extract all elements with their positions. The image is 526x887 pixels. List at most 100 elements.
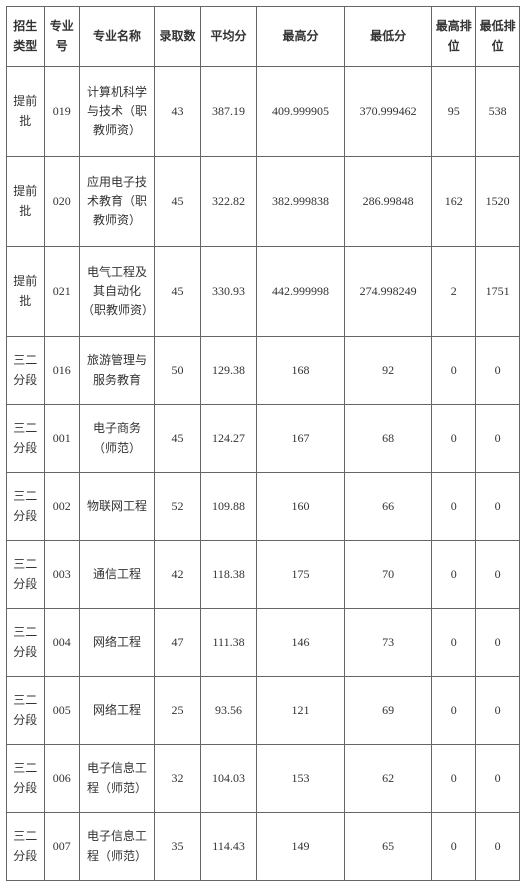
table-cell: 0 (432, 677, 476, 745)
table-cell: 网络工程 (79, 677, 154, 745)
table-row: 三二分段001电子商务（师范）45124.271676800 (7, 405, 520, 473)
table-cell: 286.99848 (344, 157, 432, 247)
table-cell: 三二分段 (7, 473, 45, 541)
table-cell: 016 (44, 337, 79, 405)
table-cell: 三二分段 (7, 609, 45, 677)
table-cell: 160 (257, 473, 345, 541)
table-row: 三二分段016旅游管理与服务教育50129.381689200 (7, 337, 520, 405)
table-cell: 计算机科学与技术（职教师资） (79, 67, 154, 157)
table-cell: 167 (257, 405, 345, 473)
table-cell: 电子信息工程（师范） (79, 813, 154, 881)
table-cell: 005 (44, 677, 79, 745)
table-cell: 应用电子技术教育（职教师资） (79, 157, 154, 247)
table-cell: 66 (344, 473, 432, 541)
table-cell: 121 (257, 677, 345, 745)
table-cell: 387.19 (200, 67, 256, 157)
table-cell: 70 (344, 541, 432, 609)
table-cell: 021 (44, 247, 79, 337)
table-row: 三二分段002物联网工程52109.881606600 (7, 473, 520, 541)
table-cell: 52 (155, 473, 201, 541)
table-cell: 电子信息工程（师范） (79, 745, 154, 813)
header-cell: 录取数 (155, 7, 201, 67)
table-cell: 0 (476, 677, 520, 745)
table-cell: 002 (44, 473, 79, 541)
table-cell: 0 (432, 609, 476, 677)
table-row: 提前批020应用电子技术教育（职教师资）45322.82382.99983828… (7, 157, 520, 247)
table-row: 三二分段005网络工程2593.561216900 (7, 677, 520, 745)
table-cell: 三二分段 (7, 745, 45, 813)
table-cell: 0 (476, 813, 520, 881)
table-cell: 三二分段 (7, 337, 45, 405)
table-cell: 111.38 (200, 609, 256, 677)
table-cell: 93.56 (200, 677, 256, 745)
table-cell: 020 (44, 157, 79, 247)
table-cell: 35 (155, 813, 201, 881)
table-cell: 三二分段 (7, 813, 45, 881)
table-head: 招生类型专业号专业名称录取数平均分最高分最低分最高排位最低排位 (7, 7, 520, 67)
table-cell: 三二分段 (7, 541, 45, 609)
table-cell: 0 (432, 405, 476, 473)
table-cell: 50 (155, 337, 201, 405)
table-cell: 0 (476, 405, 520, 473)
table-cell: 43 (155, 67, 201, 157)
table-cell: 提前批 (7, 247, 45, 337)
table-cell: 92 (344, 337, 432, 405)
table-cell: 1751 (476, 247, 520, 337)
table-cell: 0 (476, 337, 520, 405)
table-row: 三二分段007电子信息工程（师范）35114.431496500 (7, 813, 520, 881)
header-cell: 平均分 (200, 7, 256, 67)
header-row: 招生类型专业号专业名称录取数平均分最高分最低分最高排位最低排位 (7, 7, 520, 67)
table-cell: 104.03 (200, 745, 256, 813)
table-cell: 370.999462 (344, 67, 432, 157)
table-cell: 330.93 (200, 247, 256, 337)
header-cell: 专业号 (44, 7, 79, 67)
table-cell: 提前批 (7, 67, 45, 157)
table-cell: 0 (432, 813, 476, 881)
table-cell: 2 (432, 247, 476, 337)
table-cell: 通信工程 (79, 541, 154, 609)
table-cell: 322.82 (200, 157, 256, 247)
header-cell: 最低分 (344, 7, 432, 67)
table-cell: 0 (476, 473, 520, 541)
table-cell: 69 (344, 677, 432, 745)
table-cell: 129.38 (200, 337, 256, 405)
table-cell: 019 (44, 67, 79, 157)
table-cell: 0 (476, 745, 520, 813)
header-cell: 专业名称 (79, 7, 154, 67)
table-cell: 45 (155, 405, 201, 473)
table-row: 三二分段003通信工程42118.381757000 (7, 541, 520, 609)
table-cell: 旅游管理与服务教育 (79, 337, 154, 405)
table-cell: 47 (155, 609, 201, 677)
table-cell: 1520 (476, 157, 520, 247)
table-cell: 0 (476, 541, 520, 609)
table-cell: 003 (44, 541, 79, 609)
table-cell: 001 (44, 405, 79, 473)
table-cell: 0 (432, 473, 476, 541)
table-cell: 118.38 (200, 541, 256, 609)
table-cell: 007 (44, 813, 79, 881)
table-cell: 109.88 (200, 473, 256, 541)
table-row: 提前批021电气工程及其自动化（职教师资）45330.93442.9999982… (7, 247, 520, 337)
header-cell: 最高分 (257, 7, 345, 67)
header-cell: 最高排位 (432, 7, 476, 67)
header-cell: 最低排位 (476, 7, 520, 67)
table-cell: 149 (257, 813, 345, 881)
table-cell: 95 (432, 67, 476, 157)
table-cell: 25 (155, 677, 201, 745)
table-cell: 网络工程 (79, 609, 154, 677)
table-body: 提前批019计算机科学与技术（职教师资）43387.19409.99990537… (7, 67, 520, 881)
table-cell: 382.999838 (257, 157, 345, 247)
table-cell: 物联网工程 (79, 473, 154, 541)
table-cell: 65 (344, 813, 432, 881)
table-cell: 0 (432, 337, 476, 405)
admissions-table: 招生类型专业号专业名称录取数平均分最高分最低分最高排位最低排位 提前批019计算… (6, 6, 520, 881)
table-cell: 004 (44, 609, 79, 677)
table-cell: 0 (432, 745, 476, 813)
table-cell: 提前批 (7, 157, 45, 247)
table-cell: 114.43 (200, 813, 256, 881)
table-cell: 三二分段 (7, 677, 45, 745)
table-cell: 0 (432, 541, 476, 609)
header-cell: 招生类型 (7, 7, 45, 67)
table-cell: 0 (476, 609, 520, 677)
table-cell: 175 (257, 541, 345, 609)
